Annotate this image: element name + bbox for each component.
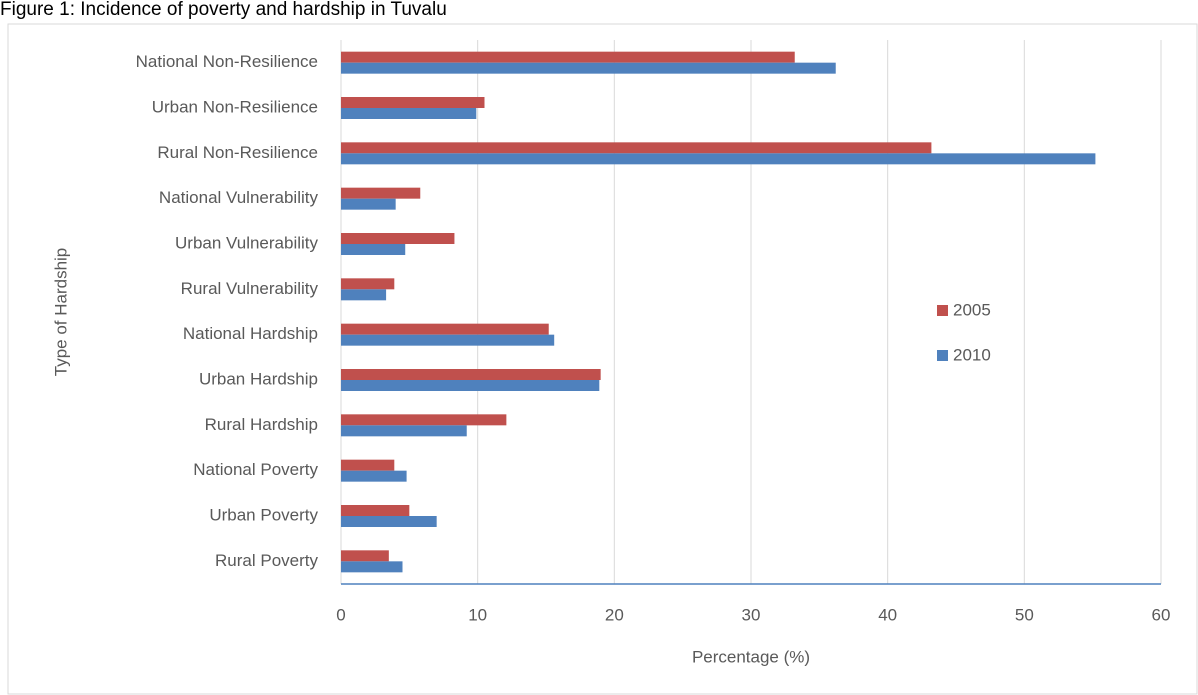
bar bbox=[341, 425, 467, 437]
bar bbox=[341, 380, 600, 391]
bar bbox=[341, 187, 421, 199]
chart-title: Figure 1: Incidence of poverty and hards… bbox=[0, 0, 447, 20]
bar bbox=[341, 108, 477, 119]
x-tick-label: 20 bbox=[605, 605, 624, 624]
bar bbox=[341, 62, 836, 74]
y-tick-label: Rural Vulnerability bbox=[181, 279, 319, 298]
x-tick-label: 10 bbox=[468, 605, 487, 624]
x-axis-label: Percentage (%) bbox=[692, 647, 810, 666]
bar bbox=[341, 516, 437, 527]
bar bbox=[341, 233, 455, 244]
x-tick-label: 30 bbox=[742, 605, 761, 624]
y-tick-label: Urban Hardship bbox=[199, 369, 318, 388]
bar bbox=[341, 550, 389, 562]
bar bbox=[341, 369, 601, 380]
bar bbox=[341, 97, 485, 108]
bar bbox=[341, 278, 395, 290]
y-tick-label: National Hardship bbox=[183, 324, 318, 343]
bar bbox=[341, 289, 387, 301]
bar bbox=[341, 142, 932, 154]
x-tick-label: 60 bbox=[1152, 605, 1171, 624]
bar bbox=[341, 334, 555, 346]
y-axis-label: Type of Hardship bbox=[51, 248, 70, 377]
x-tick-label: 0 bbox=[336, 605, 345, 624]
y-tick-label: National Poverty bbox=[193, 460, 318, 479]
y-tick-label: National Vulnerability bbox=[159, 188, 319, 207]
chart-frame bbox=[7, 23, 1198, 695]
bar bbox=[341, 470, 407, 482]
y-tick-label: Urban Non-Resilience bbox=[152, 97, 318, 116]
x-tick-label: 40 bbox=[878, 605, 897, 624]
bar bbox=[341, 414, 507, 426]
x-tick-label: 50 bbox=[1015, 605, 1034, 624]
y-tick-label: Urban Poverty bbox=[209, 505, 318, 524]
y-tick-label: Rural Hardship bbox=[205, 415, 318, 434]
legend-swatch bbox=[937, 305, 948, 316]
y-tick-label: Rural Non-Resilience bbox=[157, 143, 318, 162]
bar bbox=[341, 198, 396, 210]
legend-swatch bbox=[937, 350, 948, 361]
y-tick-label: Urban Vulnerability bbox=[175, 233, 318, 252]
bar bbox=[341, 153, 1096, 165]
bar bbox=[341, 244, 406, 255]
y-tick-label: National Non-Resilience bbox=[136, 52, 318, 71]
bar bbox=[341, 561, 403, 573]
bar bbox=[341, 459, 395, 471]
legend-label: 2005 bbox=[953, 300, 991, 319]
legend-label: 2010 bbox=[953, 345, 991, 364]
bar bbox=[341, 323, 549, 335]
bar bbox=[341, 51, 795, 63]
bar bbox=[341, 505, 410, 516]
y-tick-label: Rural Poverty bbox=[215, 551, 318, 570]
